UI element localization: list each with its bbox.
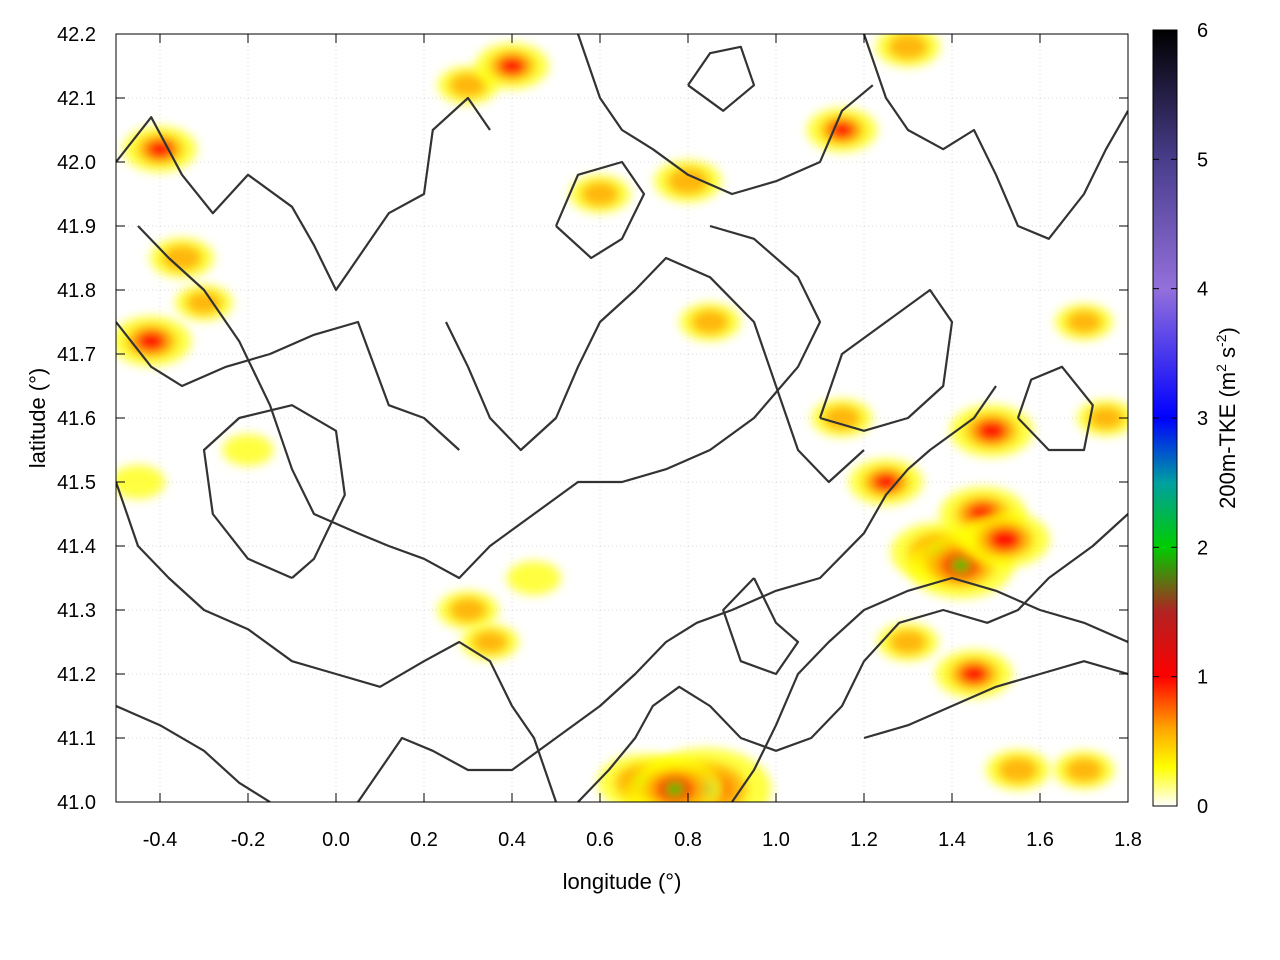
x-tick-label: 0.6 (586, 829, 614, 851)
y-tick-label: 41.1 (57, 728, 96, 750)
y-axis-ticks: 41.0 41.1 41.2 41.3 41.4 41.5 41.6 41.7 41.8 41.9… (57, 24, 1128, 814)
tke-hotspot (175, 284, 233, 321)
y-tick-label: 42.2 (57, 24, 96, 46)
x-axis-label: longitude (°) (563, 869, 682, 894)
tke-hotspot (849, 459, 923, 505)
terrain-contour (577, 513, 1128, 802)
y-axis-label: latitude (°) (25, 368, 50, 469)
terrain-contour (731, 576, 1128, 802)
tke-hotspot (935, 650, 1013, 698)
y-tick-label: 41.5 (57, 472, 96, 494)
tke-hotspot (461, 624, 519, 660)
x-tick-label: 0.2 (410, 829, 438, 851)
terrain-contour (445, 256, 865, 484)
colorbar-tick-label: 4 (1197, 279, 1208, 301)
tke-hotspot (679, 303, 741, 341)
tke-hotspot (1055, 304, 1113, 340)
tke-hotspot (908, 532, 1014, 599)
terrain-contour (576, 34, 874, 196)
x-tick-label: 1.6 (1026, 829, 1054, 851)
tke-hotspot (806, 108, 878, 152)
tke-hotspot (876, 34, 940, 67)
colorbar-ticks: 0 1 2 3 4 5 6 (1153, 20, 1208, 818)
y-tick-label: 41.9 (57, 216, 96, 238)
y-tick-label: 41.8 (57, 280, 96, 302)
tke-hotspot (569, 175, 631, 213)
terrain-contour (116, 320, 460, 451)
terrain-contour (357, 385, 997, 802)
terrain-contour (722, 577, 800, 676)
x-tick-label: 1.8 (1114, 829, 1142, 851)
x-tick-label: 1.2 (850, 829, 878, 851)
x-tick-label: 1.0 (762, 829, 790, 851)
terrain-contour (116, 704, 271, 802)
y-tick-label: 41.7 (57, 344, 96, 366)
tke-hotspot (654, 160, 722, 203)
x-tick-label: 0.8 (674, 829, 702, 851)
colorbar-tick-label: 3 (1197, 408, 1208, 430)
terrain-contour (116, 96, 491, 292)
tke-hotspot (623, 757, 726, 802)
colorbar-tick-label: 5 (1197, 149, 1208, 171)
tke-hotspot (1053, 751, 1115, 789)
y-tick-label: 41.0 (57, 792, 96, 814)
colorbar-tick-label: 0 (1197, 796, 1208, 818)
y-tick-label: 42.0 (57, 152, 96, 174)
tke-hotspot (1077, 400, 1128, 436)
x-axis-ticks: -0.4 -0.2 0.0 0.2 0.4 0.6 0.8 1.0 1.2 1.4 1.6 1.8 (143, 34, 1142, 851)
tke-hotspot (116, 465, 166, 499)
tke-hotspot (506, 561, 562, 595)
terrain-contour (116, 481, 558, 802)
terrain-contours (116, 34, 1128, 802)
colorbar-tick-label: 6 (1197, 20, 1208, 42)
x-tick-label: 1.4 (938, 829, 966, 851)
x-tick-label: -0.4 (143, 829, 177, 851)
tke-hotspot (222, 434, 274, 466)
y-tick-label: 41.6 (57, 408, 96, 430)
terrain-contour (687, 45, 756, 112)
tke-hotspot (960, 511, 1050, 568)
y-tick-label: 42.1 (57, 88, 96, 110)
y-tick-label: 41.4 (57, 536, 96, 558)
tke-hotspot (877, 623, 939, 661)
tke-hotspot (116, 316, 192, 367)
tke-hotspot (950, 404, 1034, 457)
tke-hotspot (150, 238, 214, 278)
terrain-contour (1016, 365, 1094, 452)
terrain-contour (202, 404, 346, 580)
x-tick-label: -0.2 (231, 829, 265, 851)
terrain-contour (137, 224, 822, 580)
colorbar-tick-label: 2 (1197, 537, 1208, 559)
terrain-contour (862, 34, 1128, 240)
tke-hotspot (437, 591, 499, 629)
tke-hotspot (123, 126, 197, 173)
colorbar-label: 200m-TKE (m2 s-2) (1213, 327, 1240, 509)
colorbar-tick-label: 1 (1197, 667, 1208, 689)
x-tick-label: 0.4 (498, 829, 526, 851)
y-tick-label: 41.2 (57, 664, 96, 686)
x-tick-label: 0.0 (322, 829, 350, 851)
terrain-contour (863, 660, 1128, 740)
terrain-contour (818, 288, 954, 432)
terrain-contour (554, 160, 646, 260)
tke-hotspot (986, 750, 1050, 790)
tke-hotspot (475, 43, 549, 89)
tke-field (116, 34, 1128, 802)
y-tick-label: 41.3 (57, 600, 96, 622)
tke-hotspot (811, 399, 873, 437)
